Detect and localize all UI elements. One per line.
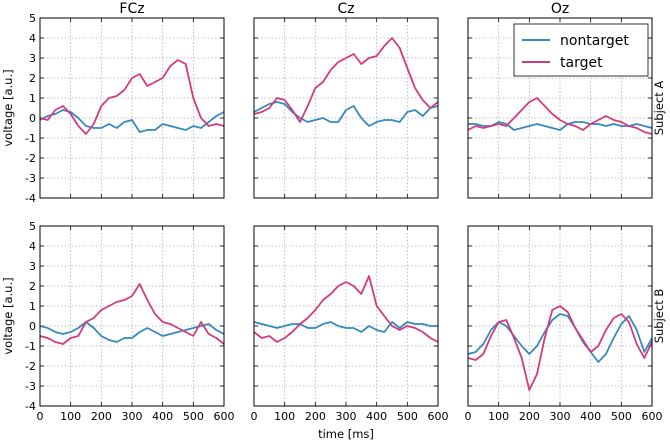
y-tick-label: 1 <box>29 300 36 313</box>
row-labels: Subject A Subject B <box>652 81 666 344</box>
x-tick-label: 500 <box>397 410 418 423</box>
series-line-target-subject-a-oz <box>467 97 653 135</box>
column-titles: FCz Cz Oz <box>119 1 569 17</box>
x-axis-label: time [ms] <box>318 427 374 441</box>
x-tick-label: 200 <box>91 410 112 423</box>
y-tick-label: -3 <box>25 380 36 393</box>
series-line-nontarget-subject-b-cz <box>253 321 438 333</box>
column-title-cz: Cz <box>337 1 354 17</box>
series-line-target-subject-b-oz <box>467 305 653 391</box>
y-tick-label: -3 <box>25 172 36 185</box>
x-tick-label: 300 <box>550 410 571 423</box>
series-line-nontarget-subject-a-fcz <box>39 109 225 133</box>
legend-label-nontarget: nontarget <box>560 33 629 49</box>
axes-frame <box>467 225 653 407</box>
x-tick-label: 500 <box>183 410 204 423</box>
x-tick-label: 600 <box>642 410 663 423</box>
y-tick-label: -1 <box>25 132 36 145</box>
column-title-fcz: FCz <box>119 1 144 17</box>
axes-frame <box>253 225 439 407</box>
y-tick-label: 2 <box>29 72 36 85</box>
x-tick-label: 100 <box>60 410 81 423</box>
y-tick-label: 5 <box>29 220 36 233</box>
x-tick-label: 200 <box>519 410 540 423</box>
y-tick-label: 3 <box>29 52 36 65</box>
series-line-target-subject-a-fcz <box>39 59 225 135</box>
row-label-subject-b: Subject B <box>652 289 666 344</box>
series-line-nontarget-subject-a-oz <box>468 121 653 131</box>
y-tick-label: 0 <box>29 112 36 125</box>
y-tick-label: 2 <box>29 280 36 293</box>
x-tick-label: 500 <box>611 410 632 423</box>
x-tick-label: 100 <box>488 410 509 423</box>
x-tick-label: 0 <box>37 410 44 423</box>
y-tick-label: -2 <box>25 152 36 165</box>
panel-subject-a-fcz: -4 -3 -2 -1 0 1 2 3 4 5 <box>25 12 225 205</box>
x-tick-label: 600 <box>428 410 449 423</box>
y-tick-label: 4 <box>29 32 36 45</box>
axes-frame <box>253 17 439 199</box>
series-line-nontarget-subject-b-fcz <box>39 321 225 343</box>
x-tick-label: 100 <box>274 410 295 423</box>
y-tick-label: -2 <box>25 360 36 373</box>
panel-subject-b-fcz: -4 -3 -2 -1 0 1 2 3 4 5 0 100 200 300 400 500 600 <box>25 220 234 423</box>
axes-frame <box>39 225 225 407</box>
y-tick-label: 0 <box>29 320 36 333</box>
column-title-oz: Oz <box>551 1 569 17</box>
x-tick-label: 400 <box>366 410 387 423</box>
axes-frame <box>467 17 653 199</box>
x-tick-label: 0 <box>465 410 472 423</box>
y-tick-label: 4 <box>29 240 36 253</box>
panel-subject-b-oz: 0 100 200 300 400 500 600 <box>465 225 663 423</box>
legend-box <box>513 23 649 77</box>
axis-labels: voltage [a.u.] voltage [a.u.] time [ms] <box>1 69 374 441</box>
legend-label-target: target <box>560 55 603 71</box>
x-tick-label: 600 <box>214 410 235 423</box>
x-tick-label: 200 <box>305 410 326 423</box>
y-tick-label: 3 <box>29 260 36 273</box>
legend: nontarget target <box>513 23 649 77</box>
panels-layer: -4 -3 -2 -1 0 1 2 3 4 5 -4 -3 -2 -1 0 1 2 3 4 5 0 100 200 300 40… <box>25 12 662 423</box>
row-label-subject-a: Subject A <box>652 81 666 136</box>
y-tick-label: -4 <box>25 192 36 205</box>
axes-frame <box>39 17 225 199</box>
x-tick-label: 400 <box>580 410 601 423</box>
y-axis-label: voltage [a.u.] <box>1 277 15 354</box>
y-tick-label: -1 <box>25 340 36 353</box>
series-line-target-subject-b-fcz <box>39 283 225 345</box>
series-line-target-subject-a-cz <box>253 37 439 123</box>
series-line-nontarget-subject-a-cz <box>253 101 439 127</box>
panel-subject-b-cz: 0 100 200 300 400 500 600 <box>251 225 449 423</box>
y-axis-label: voltage [a.u.] <box>1 69 15 146</box>
x-tick-label: 0 <box>251 410 258 423</box>
y-tick-label: -4 <box>25 400 36 413</box>
series-line-target-subject-b-cz <box>253 275 439 343</box>
y-tick-label: 1 <box>29 92 36 105</box>
x-tick-label: 300 <box>122 410 143 423</box>
x-tick-label: 400 <box>152 410 173 423</box>
x-tick-label: 300 <box>336 410 357 423</box>
panel-subject-a-cz <box>253 17 439 199</box>
y-tick-label: 5 <box>29 12 36 25</box>
